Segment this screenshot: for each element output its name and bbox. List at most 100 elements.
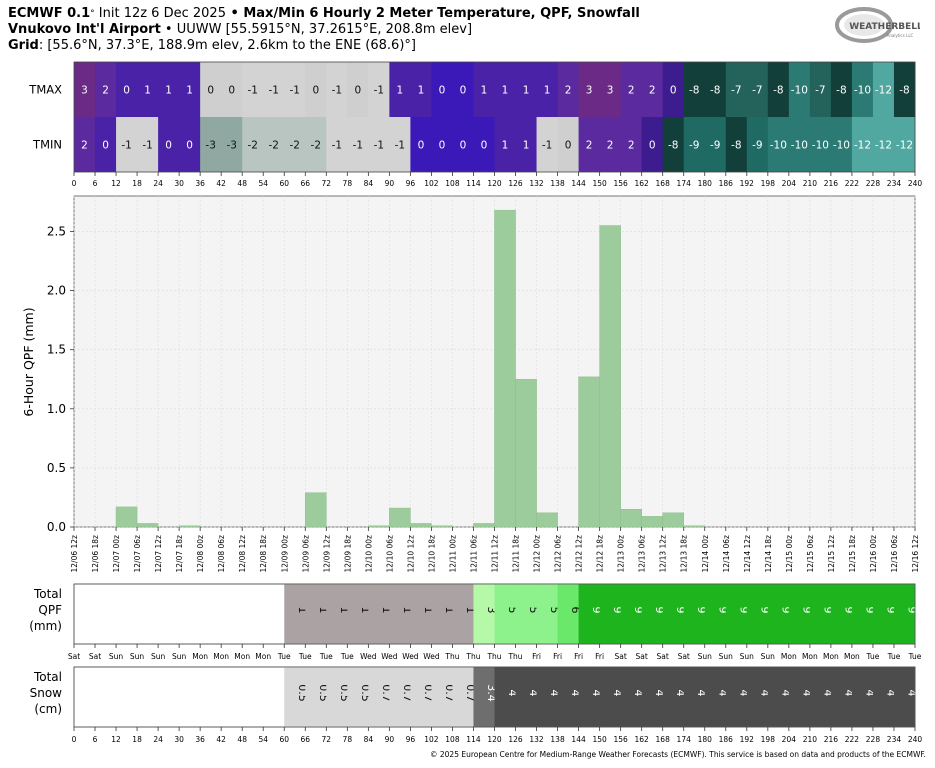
strip-value-label: 6 bbox=[569, 607, 582, 614]
heat-cell bbox=[242, 62, 264, 117]
x-tick-label: 126 bbox=[508, 735, 523, 744]
strip-value-label: 4 bbox=[611, 690, 624, 697]
title-line-1: ECMWF 0.1° Init 12z 6 Dec 2025 • Max/Min… bbox=[8, 6, 640, 22]
heat-value-label: -1 bbox=[374, 140, 384, 152]
x-tick-label: 216 bbox=[824, 179, 839, 188]
heat-value-label: 1 bbox=[544, 85, 551, 97]
x-tick-label: 12/10 12z bbox=[406, 535, 415, 573]
heat-value-label: 1 bbox=[418, 85, 425, 97]
x-tick-label: 6 bbox=[93, 179, 98, 188]
strip-cell bbox=[368, 584, 390, 644]
day-label: Sun bbox=[151, 652, 166, 661]
heat-cell bbox=[788, 117, 811, 172]
qpf-bar bbox=[683, 525, 705, 528]
heat-value-label: 1 bbox=[144, 85, 151, 97]
strip-cell bbox=[725, 584, 748, 644]
heat-value-label: -2 bbox=[311, 140, 321, 152]
heat-value-label: 2 bbox=[628, 85, 635, 97]
heat-cell bbox=[557, 117, 580, 172]
strip-cell bbox=[725, 667, 748, 727]
strip-value-label: 9 bbox=[842, 607, 855, 614]
heat-cell bbox=[767, 117, 790, 172]
strip-cell bbox=[788, 667, 811, 727]
heat-cell bbox=[641, 117, 664, 172]
heat-value-label: -8 bbox=[836, 85, 846, 97]
strip-cell bbox=[536, 584, 558, 644]
heat-value-label: 1 bbox=[481, 85, 488, 97]
x-tick-label: 90 bbox=[385, 735, 395, 744]
day-label: Sun bbox=[130, 652, 145, 661]
x-tick-label: 102 bbox=[424, 735, 439, 744]
heat-value-label: -8 bbox=[731, 140, 741, 152]
heat-value-label: -8 bbox=[689, 85, 699, 97]
strip-cell bbox=[599, 584, 622, 644]
day-label: Mon bbox=[802, 652, 818, 661]
day-label: Sat bbox=[614, 652, 626, 661]
qpf-bar bbox=[389, 507, 411, 528]
strip-cell bbox=[389, 667, 411, 727]
heat-value-label: 2 bbox=[586, 140, 593, 152]
qpf-bar bbox=[178, 525, 201, 528]
qpf-bar bbox=[431, 525, 453, 528]
day-label: Fri bbox=[532, 652, 541, 661]
x-tick-label: 126 bbox=[508, 179, 523, 188]
strip-cell bbox=[452, 667, 474, 727]
strip-value-label: 4 bbox=[842, 690, 855, 697]
heat-value-label: 0 bbox=[123, 85, 130, 97]
x-tick-label: 204 bbox=[782, 735, 797, 744]
strip-value-label: 4 bbox=[569, 690, 582, 697]
strip-value-label: 4 bbox=[779, 690, 792, 697]
x-tick-label: 222 bbox=[845, 735, 860, 744]
x-tick-label: 162 bbox=[635, 179, 650, 188]
heat-value-label: -10 bbox=[770, 140, 787, 152]
heat-cell bbox=[620, 117, 643, 172]
x-tick-label: 42 bbox=[216, 735, 226, 744]
total-qpf-strip: 1 1 1 1 1 1 1 1 1 3 5 5 5 6 9 9 9 9 9 9 9 9 9 9 9 9 9 9 9 9 Total QPF (m… bbox=[29, 583, 922, 661]
y-axis-label: 6-Hour QPF (mm) bbox=[21, 307, 36, 416]
x-tick-label: 12/10 18z bbox=[427, 535, 436, 573]
day-label: Tue bbox=[298, 652, 312, 661]
strip-cell bbox=[809, 667, 832, 727]
heat-cell bbox=[410, 62, 432, 117]
product-title: Max/Min 6 Hourly 2 Meter Temperature, QP… bbox=[243, 6, 640, 21]
strip-cell bbox=[557, 667, 579, 727]
strip-cell bbox=[872, 667, 895, 727]
heat-value-label: -1 bbox=[332, 140, 342, 152]
strip-value-label: 4 bbox=[905, 690, 918, 697]
x-tick-label: 240 bbox=[908, 735, 923, 744]
x-tick-label: 12/15 00z bbox=[785, 535, 794, 573]
qpf-bar bbox=[494, 209, 516, 528]
day-label: Thu bbox=[444, 652, 459, 661]
strip-cell bbox=[704, 584, 727, 644]
strip-label: Total bbox=[33, 587, 62, 601]
strip-cell bbox=[851, 584, 874, 644]
heat-value-label: -12 bbox=[875, 85, 892, 97]
heat-cell bbox=[137, 62, 159, 117]
strip-cell bbox=[620, 584, 643, 644]
heat-cell bbox=[389, 62, 411, 117]
heat-value-label: -9 bbox=[689, 140, 699, 152]
station-info: • UUWW [55.5915°N, 37.2615°E, 208.8m ele… bbox=[160, 22, 473, 37]
x-tick-label: 12/07 06z bbox=[133, 535, 142, 573]
x-tick-label: 108 bbox=[445, 179, 460, 188]
strip-cell bbox=[536, 667, 558, 727]
day-label: Sun bbox=[172, 652, 187, 661]
heat-cell bbox=[830, 62, 853, 117]
strip-label: Snow bbox=[30, 686, 63, 700]
heat-cell bbox=[872, 62, 895, 117]
heat-value-label: -8 bbox=[710, 85, 720, 97]
day-label: Tue bbox=[908, 652, 922, 661]
heat-value-label: -1 bbox=[142, 140, 152, 152]
day-label: Fri bbox=[595, 652, 604, 661]
heat-value-label: 0 bbox=[207, 85, 214, 97]
heat-cell bbox=[494, 117, 517, 172]
x-tick-label: 12/13 18z bbox=[680, 535, 689, 573]
x-tick-label: 12/11 18z bbox=[512, 535, 521, 573]
x-tick-label: 18 bbox=[132, 735, 142, 744]
strip-cell bbox=[830, 667, 853, 727]
qpf-bar bbox=[115, 506, 138, 528]
x-tick-label: 66 bbox=[301, 735, 311, 744]
x-tick-label: 84 bbox=[364, 179, 374, 188]
heat-cell bbox=[410, 117, 432, 172]
heat-cell bbox=[221, 62, 243, 117]
